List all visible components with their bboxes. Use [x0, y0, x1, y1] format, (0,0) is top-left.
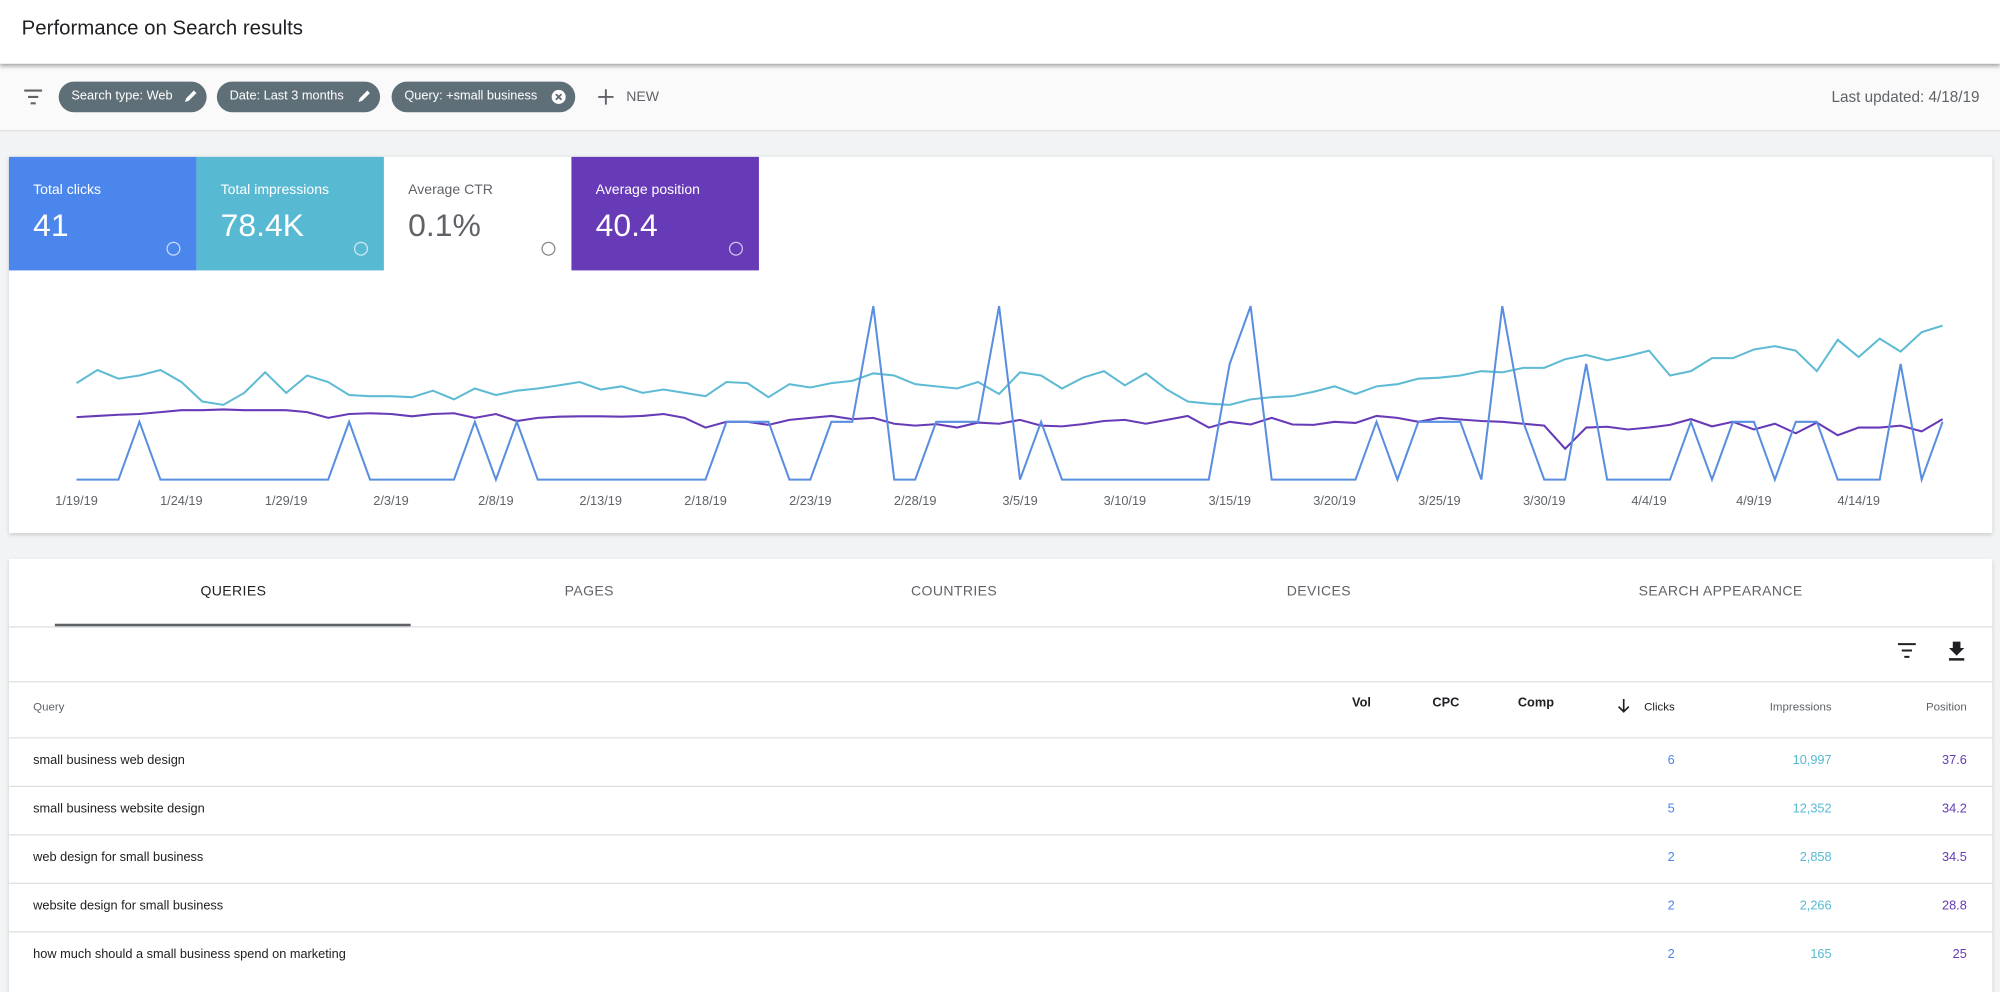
- last-updated: Last updated: 4/18/19: [1831, 88, 1980, 106]
- metric-cell: 5: [1667, 802, 1675, 817]
- filter-bar: Search type: Web Date: Last 3 months Que…: [0, 65, 2000, 132]
- query-cell[interactable]: website design for small business: [33, 899, 224, 914]
- filter-icon[interactable]: [23, 88, 43, 106]
- x-tick-label: 1/19/19: [55, 493, 98, 508]
- metric-cell: 34.5: [1941, 850, 1967, 865]
- plus-icon: [598, 89, 614, 105]
- x-tick-label: 2/28/19: [894, 493, 937, 508]
- divider: [8, 681, 1993, 683]
- tab[interactable]: COUNTRIES: [911, 584, 998, 600]
- x-tick-label: 2/3/19: [373, 493, 408, 508]
- series-line: [76, 305, 1944, 484]
- metric-value: 78.4K: [220, 207, 305, 244]
- x-tick-label: 1/24/19: [160, 493, 203, 508]
- metric-label: Average CTR: [408, 182, 493, 198]
- x-tick-label: 2/8/19: [478, 493, 513, 508]
- row-divider: [8, 737, 1993, 739]
- metric-label: Total impressions: [220, 182, 330, 198]
- row-divider: [8, 882, 1993, 884]
- x-tick-label: 2/23/19: [789, 493, 832, 508]
- row-divider: [8, 931, 1993, 933]
- chip-label: Query: +small business: [404, 89, 538, 104]
- x-tick-label: 3/25/19: [1418, 493, 1461, 508]
- divider: [8, 626, 1993, 628]
- metric-cell: 2: [1667, 947, 1675, 962]
- page-title: Performance on Search results: [21, 17, 303, 40]
- column-header[interactable]: Query: [33, 700, 65, 714]
- metric-cell: 25: [1952, 947, 1967, 962]
- metric-cell: 37.6: [1941, 753, 1967, 768]
- query-cell[interactable]: how much should a small business spend o…: [33, 947, 346, 962]
- row-divider: [8, 785, 1993, 787]
- tab[interactable]: DEVICES: [1286, 584, 1352, 600]
- x-tick-label: 4/4/19: [1631, 493, 1666, 508]
- filter-chip[interactable]: Date: Last 3 months: [216, 81, 381, 113]
- metric-cell: 28.8: [1941, 899, 1967, 914]
- column-header[interactable]: Vol: [1352, 696, 1371, 711]
- tab[interactable]: SEARCH APPEARANCE: [1638, 584, 1803, 600]
- sort-arrow: [1618, 698, 1630, 713]
- column-header[interactable]: Comp: [1517, 696, 1554, 711]
- x-tick-label: 3/15/19: [1208, 493, 1251, 508]
- download-icon[interactable]: [1948, 640, 1966, 661]
- filter-chip[interactable]: Search type: Web: [58, 81, 207, 113]
- tab[interactable]: QUERIES: [200, 584, 267, 600]
- column-header[interactable]: Clicks: [1644, 700, 1675, 714]
- metric-value: 41: [33, 207, 69, 244]
- series-line: [76, 408, 1944, 451]
- tab-indicator: [54, 623, 411, 628]
- header: Performance on Search results: [0, 0, 2000, 64]
- query-cell[interactable]: small business web design: [33, 753, 185, 768]
- query-cell[interactable]: web design for small business: [33, 850, 204, 865]
- tab[interactable]: PAGES: [564, 584, 614, 600]
- metric-cell: 2,266: [1799, 899, 1832, 914]
- metric-label: Total clicks: [33, 182, 102, 198]
- x-tick-label: 2/13/19: [579, 493, 622, 508]
- x-tick-label: 3/10/19: [1104, 493, 1147, 508]
- x-tick-label: 2/18/19: [684, 493, 727, 508]
- column-header[interactable]: CPC: [1432, 696, 1460, 711]
- query-cell[interactable]: small business website design: [33, 802, 205, 817]
- metric-cell: 12,352: [1792, 802, 1832, 817]
- column-header[interactable]: Position: [1925, 700, 1967, 714]
- filter-chip[interactable]: Query: +small business: [391, 81, 576, 113]
- table-card: [8, 558, 1993, 992]
- line-chart: 1/19/19 1/24/19 1/29/19 2/3/19 2/8/19 2/13/19…: [55, 305, 1944, 508]
- metric-tile[interactable]: Total clicks 41: [8, 156, 197, 271]
- x-tick-label: 1/29/19: [265, 493, 308, 508]
- metric-cell: 34.2: [1941, 802, 1967, 817]
- x-tick-label: 4/9/19: [1736, 493, 1771, 508]
- metric-value: 40.4: [595, 207, 658, 244]
- x-tick-label: 3/30/19: [1523, 493, 1566, 508]
- x-tick-label: 4/14/19: [1837, 493, 1880, 508]
- chip-label: Search type: Web: [71, 89, 173, 104]
- column-header[interactable]: Impressions: [1769, 700, 1832, 714]
- metric-cell: 2,858: [1799, 850, 1832, 865]
- new-button[interactable]: NEW: [626, 89, 660, 105]
- metric-cell: 2: [1667, 850, 1675, 865]
- metric-tile[interactable]: Total impressions 78.4K: [196, 156, 384, 271]
- metric-cell: 165: [1810, 947, 1832, 962]
- metric-tile[interactable]: Average CTR 0.1%: [383, 156, 572, 271]
- metric-cell: 10,997: [1792, 753, 1832, 768]
- metric-cell: 6: [1667, 753, 1675, 768]
- table-filter-icon[interactable]: [1897, 642, 1917, 660]
- metric-value: 0.1%: [408, 207, 481, 244]
- chip-label: Date: Last 3 months: [229, 89, 344, 104]
- metric-cell: 2: [1667, 899, 1675, 914]
- x-tick-label: 3/5/19: [1002, 493, 1037, 508]
- x-tick-label: 3/20/19: [1313, 493, 1356, 508]
- metric-label: Average position: [595, 182, 700, 198]
- row-divider: [8, 834, 1993, 836]
- metric-tile[interactable]: Average position 40.4: [571, 156, 759, 271]
- series-line: [75, 324, 1943, 406]
